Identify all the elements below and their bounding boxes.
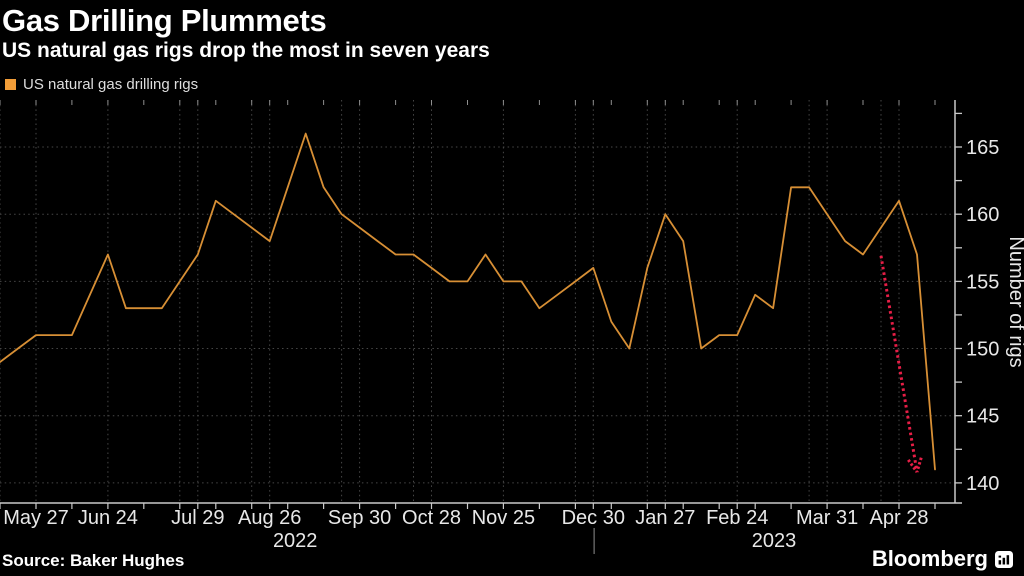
- x-tick-label: Jun 24: [78, 507, 138, 529]
- y-tick-label: 155: [966, 271, 999, 293]
- x-tick-label: Aug 26: [238, 507, 301, 529]
- h-gridlines: [0, 146, 955, 484]
- x-tick-label: Feb 24: [706, 507, 768, 529]
- gas-rigs-line-series: [0, 132, 936, 471]
- bloomberg-terminal-icon: [995, 550, 1013, 568]
- legend-label: US natural gas drilling rigs: [23, 76, 199, 93]
- x-tick-label: Nov 25: [472, 507, 535, 529]
- y-tick-label: 160: [966, 204, 999, 226]
- legend-swatch-icon: [5, 79, 16, 90]
- bloomberg-wordmark: Bloomberg: [871, 546, 988, 571]
- plunge-arrow-annotation: [879, 255, 923, 473]
- source-credit: Source: Baker Hughes: [2, 551, 185, 570]
- x-tick-label: Dec 30: [562, 507, 625, 529]
- bloomberg-logo: Bloomberg: [872, 546, 1013, 572]
- x-tick-label: Apr 28: [870, 507, 929, 529]
- x-tick-label: Sep 30: [328, 507, 391, 529]
- year-label: 2023: [752, 530, 797, 552]
- axes: [0, 100, 962, 504]
- y-tick-label: 140: [966, 473, 999, 495]
- x-tick-label: Jan 27: [635, 507, 695, 529]
- year-row: 2022 2023: [273, 528, 796, 554]
- x-tick-label: Mar 31: [796, 507, 858, 529]
- year-label: 2022: [273, 530, 318, 552]
- x-ticks: [0, 100, 936, 509]
- x-tick-label: Oct 28: [402, 507, 461, 529]
- y-tick-label: 145: [966, 406, 999, 428]
- x-tick-labels: May 27 Jun 24 Jul 29 Aug 26 Sep 30 Oct 28 Nov …: [3, 507, 928, 529]
- y-axis-title: Number of rigs: [1005, 236, 1024, 367]
- y-tick-label: 165: [966, 137, 999, 159]
- legend: US natural gas drilling rigs: [5, 76, 198, 93]
- v-gridlines: [0, 100, 900, 503]
- y-tick-label: 150: [966, 339, 999, 361]
- x-tick-label: Jul 29: [171, 507, 224, 529]
- y-ticks: 140 145 150 155 160 165: [955, 112, 999, 495]
- chart-title: Gas Drilling Plummets: [2, 3, 327, 38]
- chart-subtitle: US natural gas rigs drop the most in sev…: [2, 39, 490, 62]
- x-tick-label: May 27: [3, 507, 69, 529]
